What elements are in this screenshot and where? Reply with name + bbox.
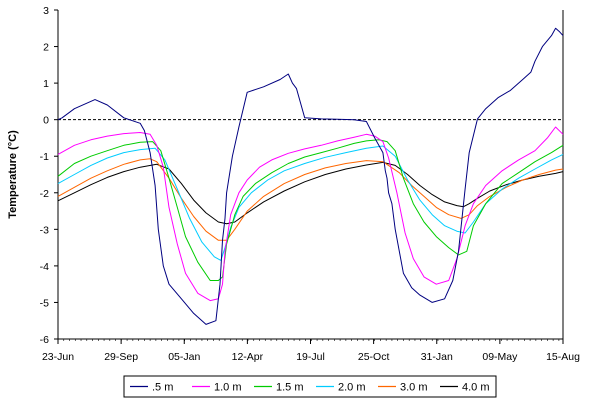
series-line-4-0-mm: [57, 161, 564, 225]
legend-label: .5 m: [152, 382, 173, 394]
y-tick-label: -6: [40, 334, 49, 346]
series-line-1-5-mm: [57, 139, 564, 281]
legend-label: 4.0 m: [462, 382, 490, 394]
y-tick-label: -1: [40, 151, 49, 163]
series-line-5-mm: [57, 27, 564, 325]
x-tick-label: 23-Jun: [42, 351, 74, 363]
x-tick-label: 29-Sep: [104, 351, 138, 363]
y-tick-label: -5: [40, 297, 49, 309]
legend-label: 2.0 m: [338, 382, 366, 394]
y-tick-label: 2: [43, 42, 49, 54]
y-tick-label: -2: [40, 188, 49, 200]
x-tick-label: 12-Apr: [232, 351, 264, 363]
x-tick-label: 09-May: [482, 351, 518, 363]
y-tick-label: -4: [40, 261, 49, 273]
legend-label: 1.5 m: [276, 382, 304, 394]
y-tick-label: 1: [43, 78, 49, 90]
y-tick-label: -3: [40, 224, 49, 236]
series-line-2-0-mm: [57, 145, 564, 261]
legend-box: [123, 375, 497, 398]
legend-label: 1.0 m: [214, 382, 242, 394]
series-line-1-0-mm: [57, 126, 564, 302]
x-tick-label: 05-Jan: [168, 351, 200, 363]
y-tick-label: 0: [43, 115, 49, 127]
series-line-3-0-mm: [57, 158, 564, 241]
legend-label: 3.0 m: [400, 382, 428, 394]
x-tick-label: 31-Jan: [421, 351, 453, 363]
x-tick-label: 15-Aug: [546, 351, 580, 363]
y-tick-label: 3: [43, 5, 49, 17]
y-axis-title: Temperature (°C): [7, 130, 19, 219]
x-tick-label: 19-Jul: [296, 351, 325, 363]
x-tick-label: 25-Oct: [358, 351, 390, 363]
